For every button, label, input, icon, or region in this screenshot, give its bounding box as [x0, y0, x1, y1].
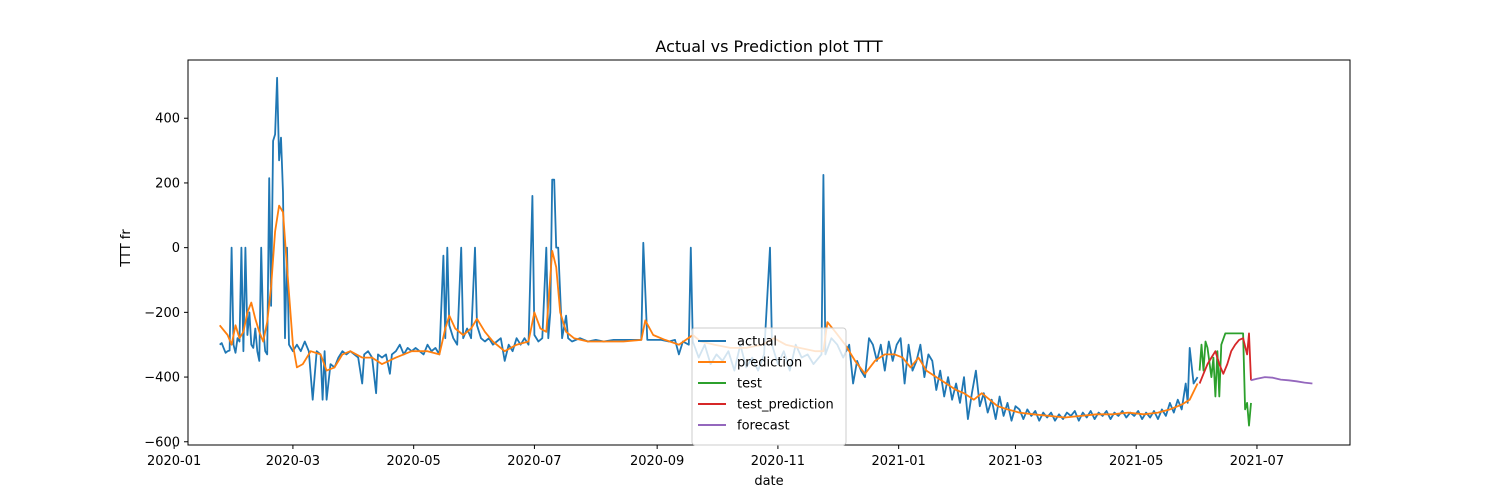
x-tick-label: 2021-03	[988, 454, 1042, 469]
legend-label-test-prediction: test_prediction	[737, 398, 834, 413]
legend-label-test: test	[737, 377, 762, 392]
y-axis-label: TTT fr	[119, 229, 134, 268]
series-line-test	[1198, 332, 1252, 427]
legend-label-actual: actual	[737, 335, 777, 350]
legend-box	[691, 327, 847, 446]
x-tick-label: 2021-07	[1230, 454, 1284, 469]
series-layer	[219, 76, 1313, 427]
legend-label-forecast: forecast	[737, 419, 790, 434]
x-tick-label: 2020-09	[630, 454, 684, 469]
series-line-prediction	[219, 204, 1199, 419]
series-line-actual	[219, 76, 1199, 422]
y-tick-label: −200	[144, 306, 180, 321]
x-tick-label: 2021-05	[1109, 454, 1163, 469]
x-tick-label: 2021-01	[871, 454, 925, 469]
x-axis-label: date	[754, 474, 783, 489]
y-tick-label: −400	[144, 371, 180, 386]
x-tick-label: 2020-07	[507, 454, 561, 469]
x-tick-label: 2020-05	[387, 454, 441, 469]
chart-title: Actual vs Prediction plot TTT	[655, 37, 882, 56]
axes-layer: 2020-01 2020-03 2020-05 2020-07 2020-09 2020-…	[144, 59, 1351, 469]
x-tick-label: 2020-03	[266, 454, 320, 469]
x-tick-label: 2020-11	[751, 454, 805, 469]
legend-label-prediction: prediction	[737, 356, 802, 371]
y-tick-label: −600	[144, 435, 180, 450]
series-line-forecast	[1250, 376, 1313, 385]
x-tick-label: 2020-01	[147, 454, 201, 469]
y-tick-label: 400	[155, 112, 180, 127]
y-tick-label: 200	[155, 176, 180, 191]
y-tick-label: 0	[172, 241, 180, 256]
legend: actual prediction test test_predictionforec…	[691, 327, 847, 446]
series-line-test-prediction	[1198, 332, 1252, 384]
